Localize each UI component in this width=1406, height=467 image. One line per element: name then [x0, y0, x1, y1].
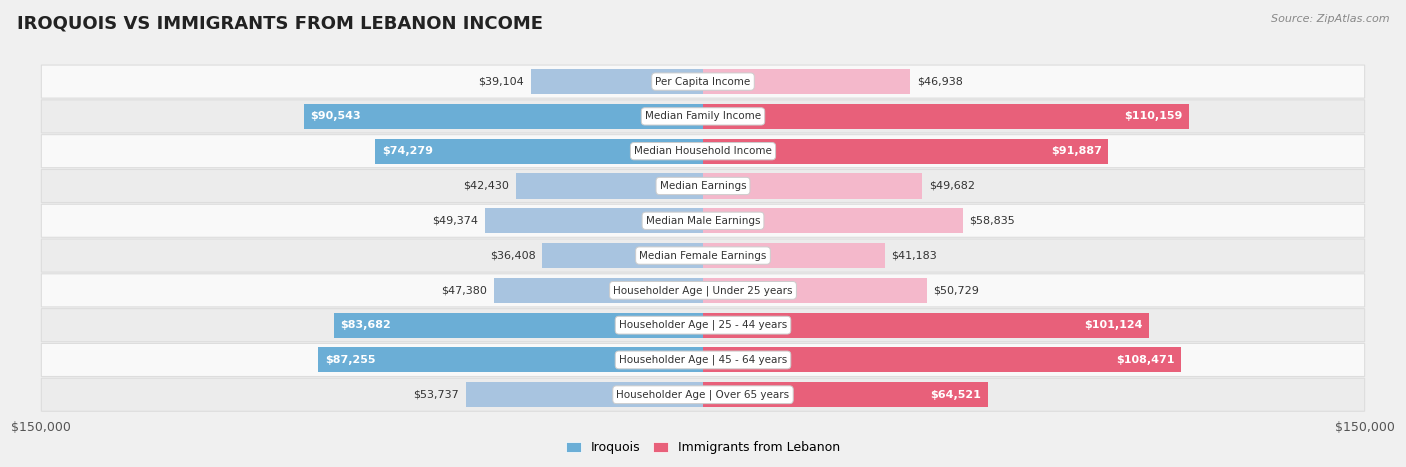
Bar — [375, 139, 703, 164]
Text: Householder Age | Over 65 years: Householder Age | Over 65 years — [616, 389, 790, 400]
Text: Per Capita Income: Per Capita Income — [655, 77, 751, 86]
Text: Median Female Earnings: Median Female Earnings — [640, 251, 766, 261]
Text: $41,183: $41,183 — [891, 251, 936, 261]
Text: $39,104: $39,104 — [478, 77, 524, 86]
FancyBboxPatch shape — [41, 204, 1365, 237]
FancyBboxPatch shape — [41, 100, 1365, 133]
Text: $58,835: $58,835 — [969, 216, 1015, 226]
FancyBboxPatch shape — [41, 170, 1365, 203]
Text: $50,729: $50,729 — [934, 285, 979, 295]
Bar — [703, 347, 1181, 373]
Text: $74,279: $74,279 — [382, 146, 433, 156]
Text: $108,471: $108,471 — [1116, 355, 1175, 365]
Text: $87,255: $87,255 — [325, 355, 375, 365]
Legend: Iroquois, Immigrants from Lebanon: Iroquois, Immigrants from Lebanon — [561, 436, 845, 459]
Text: Householder Age | Under 25 years: Householder Age | Under 25 years — [613, 285, 793, 296]
Text: Householder Age | 25 - 44 years: Householder Age | 25 - 44 years — [619, 320, 787, 331]
FancyBboxPatch shape — [41, 378, 1365, 411]
Text: $101,124: $101,124 — [1084, 320, 1143, 330]
Text: $83,682: $83,682 — [340, 320, 391, 330]
Bar — [703, 173, 922, 198]
Text: $42,430: $42,430 — [464, 181, 509, 191]
Text: $91,887: $91,887 — [1050, 146, 1102, 156]
Bar — [318, 347, 703, 373]
Text: $49,682: $49,682 — [929, 181, 974, 191]
Bar — [703, 312, 1149, 338]
FancyBboxPatch shape — [41, 134, 1365, 168]
FancyBboxPatch shape — [41, 343, 1365, 376]
Text: Median Male Earnings: Median Male Earnings — [645, 216, 761, 226]
Bar — [333, 312, 703, 338]
FancyBboxPatch shape — [41, 309, 1365, 342]
Text: Median Earnings: Median Earnings — [659, 181, 747, 191]
Text: $53,737: $53,737 — [413, 390, 460, 400]
Text: $47,380: $47,380 — [441, 285, 488, 295]
Bar — [703, 382, 987, 407]
FancyBboxPatch shape — [41, 239, 1365, 272]
Text: IROQUOIS VS IMMIGRANTS FROM LEBANON INCOME: IROQUOIS VS IMMIGRANTS FROM LEBANON INCO… — [17, 14, 543, 32]
Text: $36,408: $36,408 — [491, 251, 536, 261]
Bar — [530, 69, 703, 94]
FancyBboxPatch shape — [41, 274, 1365, 307]
Text: Householder Age | 45 - 64 years: Householder Age | 45 - 64 years — [619, 355, 787, 365]
Bar — [703, 139, 1108, 164]
Bar — [703, 208, 963, 234]
Bar — [304, 104, 703, 129]
Text: $49,374: $49,374 — [433, 216, 478, 226]
Text: $90,543: $90,543 — [311, 112, 361, 121]
Bar — [494, 278, 703, 303]
Text: $110,159: $110,159 — [1123, 112, 1182, 121]
FancyBboxPatch shape — [41, 65, 1365, 98]
Text: $64,521: $64,521 — [931, 390, 981, 400]
Bar — [703, 243, 884, 268]
Bar — [485, 208, 703, 234]
Text: Median Family Income: Median Family Income — [645, 112, 761, 121]
Bar — [703, 278, 927, 303]
Text: Source: ZipAtlas.com: Source: ZipAtlas.com — [1271, 14, 1389, 24]
Text: Median Household Income: Median Household Income — [634, 146, 772, 156]
Bar — [516, 173, 703, 198]
Text: $46,938: $46,938 — [917, 77, 963, 86]
Bar — [543, 243, 703, 268]
Bar — [703, 104, 1189, 129]
Bar — [465, 382, 703, 407]
Bar — [703, 69, 910, 94]
